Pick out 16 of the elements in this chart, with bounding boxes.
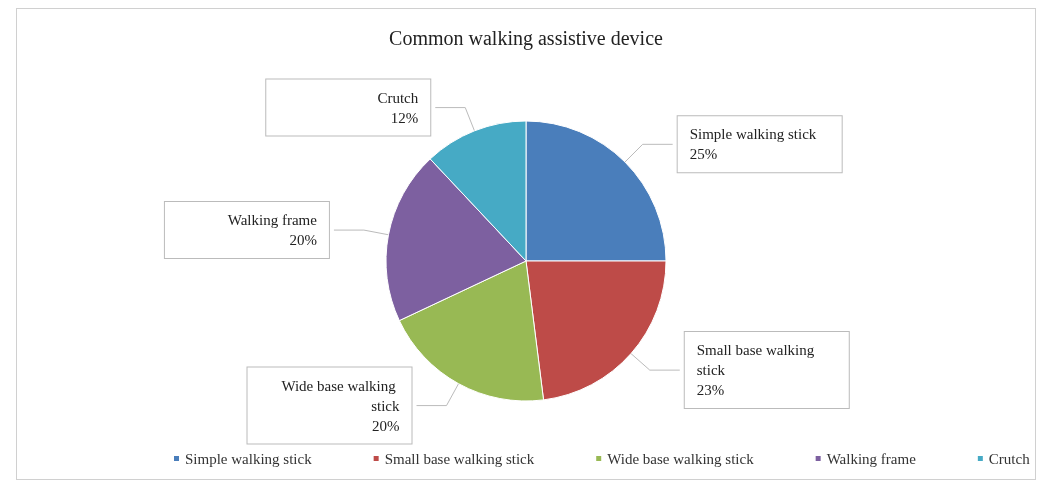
chart-title: Common walking assistive device — [389, 27, 664, 50]
slice-label: Small base walking stick — [696, 342, 818, 379]
slice-label: Wide base walking stick — [281, 377, 400, 414]
slice-label: Walking frame — [227, 212, 318, 229]
legend-label: Walking frame — [826, 450, 917, 467]
slice-label: Crutch — [377, 89, 419, 106]
data-label: 25% — [689, 146, 718, 163]
data-label: 12% — [390, 109, 419, 126]
legend-label: Small base walking stick — [384, 450, 535, 467]
legend-label: Simple walking stick — [185, 450, 313, 467]
data-label: 20% — [372, 417, 400, 434]
slice-label: Simple walking stick — [689, 126, 817, 143]
legend-label: Wide base walking stick — [607, 450, 755, 467]
data-label: 23% — [696, 382, 725, 399]
legend-label: Crutch — [988, 450, 1031, 467]
data-label: 20% — [289, 232, 317, 249]
